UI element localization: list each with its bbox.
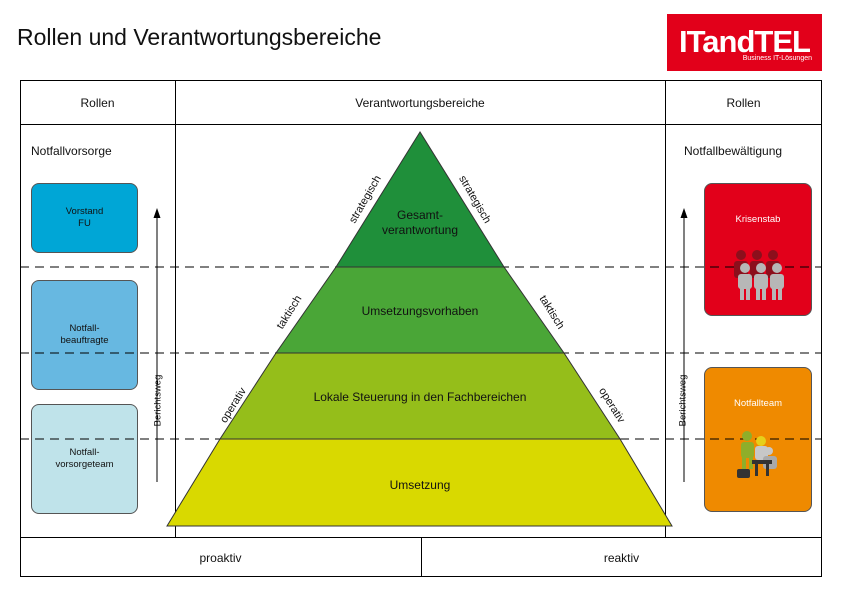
section-notfallbewaeltigung: Notfallbewältigung: [684, 144, 783, 158]
header-responsibilities: Verantwortungsbereiche: [355, 96, 485, 110]
header-roles-right: Rollen: [726, 96, 761, 110]
notfallteam-people-icon: [737, 431, 777, 478]
role-label-notfallteam: Notfallteam: [733, 398, 783, 409]
role-vorstand: Vorstand FU: [31, 183, 138, 253]
role-notfallvorsorgeteam: Notfall- vorsorgeteam: [31, 404, 138, 514]
footer-column-divider: [421, 537, 422, 577]
level-label-gesamt: Gesamt-verantwortung: [382, 208, 458, 237]
role-label-vorstand: Vorstand FU: [65, 206, 104, 229]
pyramid-level-umsetzung: [166, 438, 673, 527]
level-label-umsetzungsvorhaben: Umsetzungsvorhaben: [362, 304, 479, 318]
role-label-notfallbeauftragte: Notfall- beauftragte: [60, 323, 109, 346]
role-label-krisenstab: Krisenstab: [735, 214, 781, 225]
header-divider: [20, 124, 822, 125]
footer-reaktiv: reaktiv: [603, 551, 640, 565]
role-notfallbeauftragte: Notfall- beauftragte: [31, 280, 138, 390]
berichtsweg-left-arrow: [153, 208, 161, 482]
logo-brand: ITandTEL: [679, 24, 811, 59]
dashed-level-lines: [20, 266, 822, 440]
krisenstab-people-icon: [734, 250, 784, 300]
header-roles-left: Rollen: [80, 96, 115, 110]
role-label-notfallvorsorgeteam: Notfall- vorsorgeteam: [55, 447, 114, 470]
berichtsweg-right-arrow: [680, 208, 688, 482]
section-notfallvorsorge: Notfallvorsorge: [31, 144, 112, 158]
footer-proaktiv: proaktiv: [199, 551, 242, 565]
logo-tagline: Business IT-Lösungen: [742, 55, 812, 62]
page-title: Rollen und Verantwortungsbereiche: [17, 24, 382, 50]
left-column-divider: [175, 80, 176, 537]
company-logo: ITandTEL Business IT-Lösungen: [667, 14, 822, 71]
level-label-lokale-steuerung: Lokale Steuerung in den Fachbereichen: [314, 390, 527, 404]
level-label-umsetzung: Umsetzung: [390, 478, 451, 492]
right-column-divider: [665, 80, 666, 537]
